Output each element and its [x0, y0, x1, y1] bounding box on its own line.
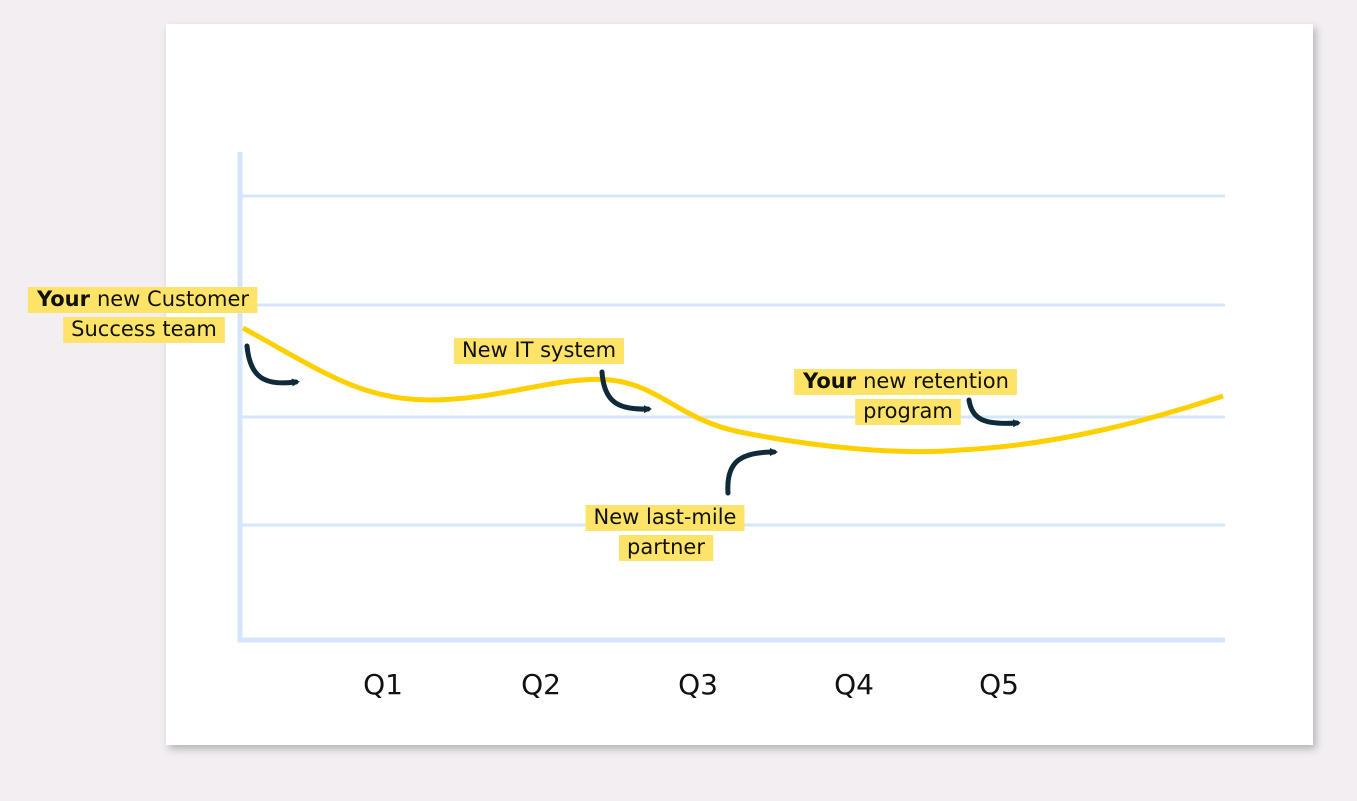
highlight	[585, 505, 745, 531]
annotation-line: new Customer	[97, 287, 249, 311]
quarter-label: Q1	[363, 668, 403, 701]
arrow	[725, 448, 778, 496]
card	[166, 24, 1313, 745]
annotation-bold: Your	[802, 369, 857, 393]
annotation-line: new retention	[863, 369, 1009, 393]
arrows	[244, 343, 1021, 496]
quarter-label: Q5	[979, 668, 1019, 701]
quarter-label: Q2	[521, 668, 561, 701]
annotation-text: Your new Customer	[36, 287, 249, 311]
highlight	[63, 317, 225, 343]
annotation-text: partner	[627, 535, 705, 559]
annotation-text: Your new retention	[802, 369, 1009, 393]
arrow	[599, 369, 652, 414]
highlight	[855, 399, 961, 425]
annotation-text: Success team	[71, 317, 217, 341]
arrow	[244, 343, 300, 387]
highlight	[794, 369, 1017, 395]
quarter-label: Q3	[678, 668, 718, 701]
annotation-text: New last-mile	[594, 505, 737, 529]
trend-line	[241, 325, 1224, 455]
annotation-text: program	[863, 399, 953, 423]
highlight	[27, 287, 258, 313]
annotation-bold: Your	[36, 287, 91, 311]
highlight	[453, 338, 625, 364]
annotation-text: New IT system	[462, 338, 616, 362]
arrow	[966, 397, 1021, 428]
highlights	[27, 287, 1017, 561]
quarter-label: Q4	[834, 668, 874, 701]
highlight	[619, 535, 714, 561]
